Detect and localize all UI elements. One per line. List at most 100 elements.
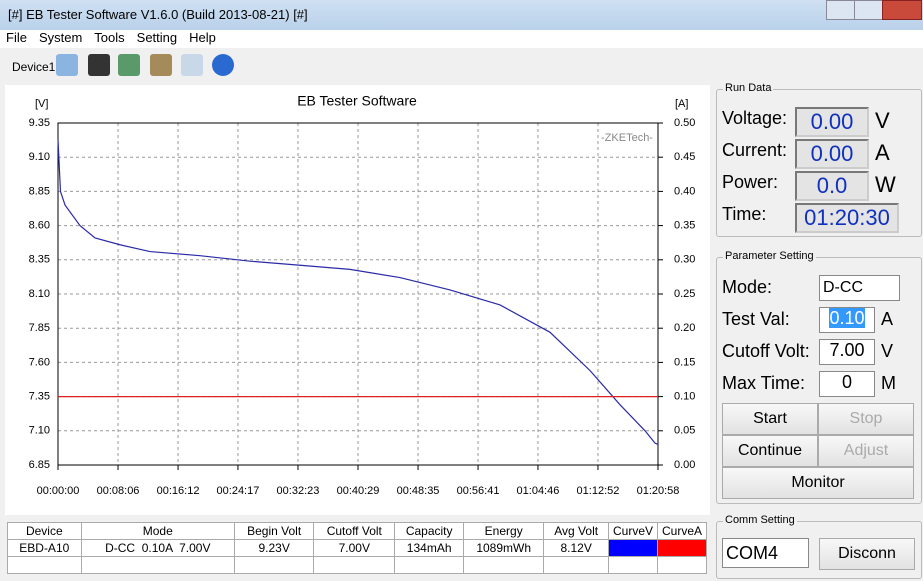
run-data-group: Run Data Voltage: 0.00 V Current: 0.00 A… [716, 82, 922, 237]
test-val-input[interactable]: 0.10 [819, 307, 875, 333]
current-value: 0.00 [795, 139, 869, 169]
y2-axis-label: [A] [675, 98, 688, 110]
stop-button[interactable]: Stop [818, 403, 914, 435]
x-tick-label: 00:40:29 [337, 485, 380, 497]
voltage-value: 0.00 [795, 107, 869, 137]
title-bar: [#] EB Tester Software V1.6.0 (Build 201… [0, 0, 923, 30]
header-cell: Capacity [394, 522, 465, 540]
header-cell: Device [7, 522, 82, 540]
y-tick-label: 7.85 [29, 322, 50, 334]
label: Voltage: [722, 108, 788, 128]
group-title: Comm Setting [723, 514, 797, 526]
result-table-box: Device Mode Begin Volt Cutoff Volt Capacity E… [7, 522, 707, 574]
parameter-group: Parameter Setting Mode: D-CC Test Val: 0… [716, 250, 922, 504]
y2-tick-label: 0.10 [674, 391, 695, 403]
y-tick-label: 8.60 [29, 220, 50, 232]
disconnect-button[interactable]: Disconn [819, 538, 915, 570]
y2-tick-label: 0.20 [674, 322, 695, 334]
watermark: -ZKETech- [601, 132, 653, 144]
cell: 1089mWh [463, 539, 545, 557]
x-tick-label: 00:08:06 [97, 485, 140, 497]
menu-item[interactable]: Setting [136, 30, 178, 45]
y-tick-label: 9.35 [29, 117, 50, 129]
y-tick-label: 8.10 [29, 288, 50, 300]
header-cell: Energy [463, 522, 545, 540]
y2-tick-label: 0.35 [674, 220, 695, 232]
header-cell: Avg Volt [543, 522, 609, 540]
window-title: [#] EB Tester Software V1.6.0 (Build 201… [8, 7, 308, 22]
menu-bar: File System Tools Setting Help [0, 30, 923, 48]
label: Test Val: [722, 309, 790, 329]
data-row: EBD-A10 D-CC 0.10A 7.00V 9.23V 7.00V 134mAh 1… [7, 539, 707, 557]
input-text: 0.10 [829, 308, 865, 328]
empty-row [7, 556, 707, 574]
start-button[interactable]: Start [722, 403, 818, 435]
max-time-input[interactable]: 0 [819, 371, 875, 397]
adjust-button[interactable]: Adjust [818, 435, 914, 467]
x-tick-label: 00:24:17 [217, 485, 260, 497]
x-tick-label: 01:12:52 [577, 485, 620, 497]
header-row: Device Mode Begin Volt Cutoff Volt Capacity E… [7, 522, 707, 540]
device-label: Device1 [12, 60, 56, 74]
menu-item[interactable]: Help [189, 30, 216, 45]
y2-tick-label: 0.30 [674, 254, 695, 266]
power-value: 0.0 [795, 171, 869, 201]
chart-title: EB Tester Software [297, 93, 417, 109]
zoom-button[interactable] [181, 54, 203, 76]
unit: A [881, 309, 894, 329]
continue-button[interactable]: Continue [722, 435, 818, 467]
close[interactable] [882, 0, 922, 20]
unit: V [875, 108, 890, 133]
series-line [57, 139, 659, 446]
monitor-button[interactable]: Monitor [722, 467, 914, 499]
mode-select[interactable]: D-CC [819, 275, 900, 301]
y-tick-label: 9.10 [29, 151, 50, 163]
header-cell: Cutoff Volt [313, 522, 396, 540]
curve-a-swatch[interactable] [657, 539, 707, 557]
x-tick-label: 01:04:46 [517, 485, 560, 497]
y2-tick-label: 0.50 [674, 117, 695, 129]
cell: EBD-A10 [7, 539, 82, 557]
group-title: Parameter Setting [723, 250, 816, 262]
cell: D-CC 0.10A 7.00V [80, 539, 235, 557]
save-button[interactable] [88, 54, 110, 76]
label: Mode: [722, 277, 773, 297]
unit: M [881, 373, 896, 393]
open-button[interactable] [56, 54, 78, 76]
image-button[interactable] [118, 54, 140, 76]
menu-item[interactable]: Tools [94, 30, 125, 45]
port-select[interactable]: COM4 [722, 538, 809, 568]
y-tick-label: 8.35 [29, 254, 50, 266]
header-cell: CurveV [608, 522, 658, 540]
label: Power: [722, 172, 779, 192]
x-tick-label: 00:16:12 [157, 485, 200, 497]
y-tick-label: 7.10 [29, 425, 50, 437]
y-tick-label: 7.35 [29, 391, 50, 403]
cell: 7.00V [313, 539, 396, 557]
curve-v-swatch[interactable] [608, 539, 658, 557]
header-cell: Mode [80, 522, 235, 540]
chart-panel: EB Tester Software [V] [A] -ZKETech- 6.8… [5, 85, 710, 515]
label: Time: [722, 204, 767, 224]
info-button[interactable] [212, 54, 234, 76]
cutoff-input[interactable]: 7.00 [819, 339, 875, 365]
x-tick-label: 00:56:41 [457, 485, 500, 497]
cell: 8.12V [543, 539, 609, 557]
label: Max Time: [722, 373, 806, 393]
group-title: Run Data [723, 82, 774, 94]
x-tick-label: 00:48:35 [397, 485, 440, 497]
minimize[interactable] [826, 0, 855, 20]
tools-button[interactable] [150, 54, 172, 76]
chart: EB Tester Software [V] [A] -ZKETech- 6.8… [29, 93, 696, 497]
menu-item[interactable]: System [38, 30, 83, 45]
maximize[interactable] [854, 0, 883, 20]
y-tick-label: 8.85 [29, 185, 50, 197]
label: Cutoff Volt: [722, 341, 810, 361]
header-cell: Begin Volt [233, 522, 315, 540]
menu-item[interactable]: File [6, 30, 27, 45]
x-tick-label: 01:20:58 [637, 485, 680, 497]
y2-tick-label: 0.05 [674, 425, 695, 437]
cell: 134mAh [394, 539, 465, 557]
plot-frame [57, 122, 659, 466]
